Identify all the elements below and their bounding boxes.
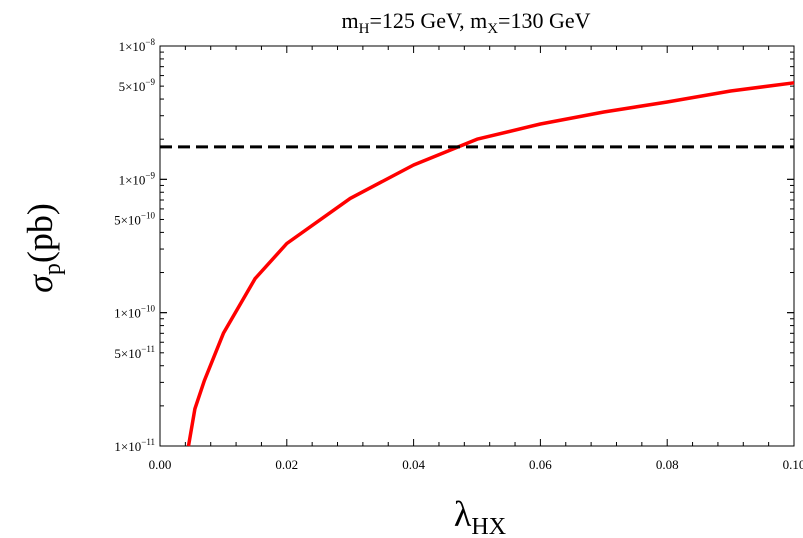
x-axis-label: λHX (454, 494, 506, 538)
y-tick-label: 5×10−10 (114, 210, 155, 227)
plot-frame (159, 45, 795, 447)
y-tick-label: 5×10−11 (114, 344, 155, 361)
x-tick-label: 0.10 (783, 457, 803, 472)
x-tick-label: 0.08 (656, 457, 679, 472)
chart-title: mH=125 GeV, mX=130 GeV (341, 8, 590, 37)
y-tick-label: 1×10−9 (119, 170, 156, 187)
y-tick-label: 1×10−11 (114, 437, 155, 454)
y-tick-label: 1×10−10 (114, 304, 155, 321)
y-axis-label: σp(pb) (20, 203, 66, 293)
y-axis-ticks: 1×10−8 5×10−9 1×10−9 5×10−10 1×10−10 5×10−11 1… (114, 37, 794, 454)
x-axis-ticks: 0.00 0.02 0.04 0.06 0.08 0.10 (149, 46, 803, 472)
cross-section-curve (186, 81, 795, 447)
x-tick-label: 0.04 (402, 457, 425, 472)
series-layer (160, 81, 795, 447)
x-tick-label: 0.06 (529, 457, 552, 472)
x-tick-label: 0.02 (275, 457, 298, 472)
y-tick-label: 5×10−9 (119, 77, 156, 94)
x-tick-label: 0.00 (149, 457, 172, 472)
y-tick-label: 1×10−8 (119, 37, 156, 54)
